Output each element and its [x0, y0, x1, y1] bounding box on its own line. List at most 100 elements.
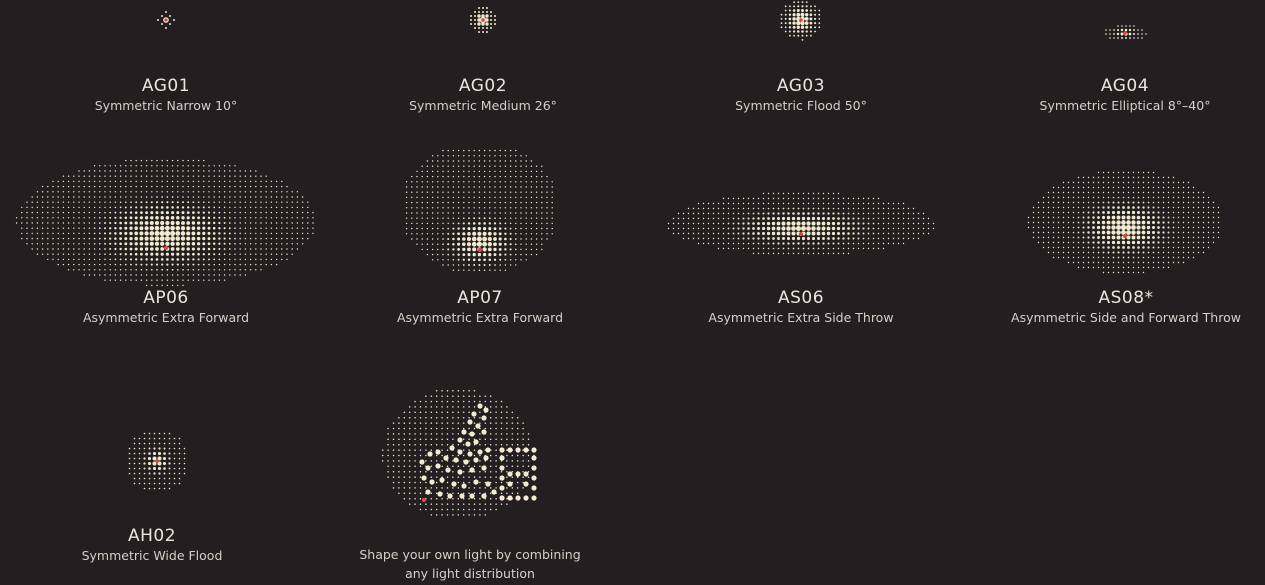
- light-dot: [143, 487, 146, 490]
- light-dot: [747, 232, 750, 235]
- light-dot: [452, 207, 455, 209]
- light-dot: [457, 222, 460, 225]
- light-dot: [514, 243, 517, 246]
- light-dot: [483, 186, 486, 188]
- light-dot: [93, 258, 96, 261]
- light-dot: [1047, 251, 1050, 254]
- light-dot: [802, 242, 805, 245]
- light-dot: [473, 449, 476, 451]
- light-dot: [239, 201, 241, 203]
- light-dot: [1057, 231, 1060, 234]
- light-dot: [717, 242, 720, 245]
- light-dot: [1112, 251, 1115, 254]
- light-dot: [1082, 251, 1085, 254]
- light-dot: [171, 211, 175, 215]
- light-dot: [1172, 206, 1175, 209]
- light-dot: [1077, 186, 1080, 189]
- light-dot: [437, 196, 439, 199]
- light-dot: [197, 263, 200, 266]
- light-dot: [405, 233, 408, 235]
- light-dot: [499, 455, 505, 461]
- light-dot: [130, 274, 132, 276]
- light-dot: [161, 268, 164, 271]
- light-dot: [789, 5, 791, 8]
- light-dot: [897, 212, 900, 215]
- light-dot: [156, 165, 158, 167]
- light-dot: [155, 252, 159, 256]
- light-dot: [477, 449, 483, 455]
- light-dot: [430, 422, 433, 424]
- light-dot: [296, 196, 299, 198]
- light-dot: [522, 460, 524, 462]
- light-dot: [187, 201, 190, 204]
- light-dot: [787, 212, 790, 215]
- light-dot: [782, 202, 785, 205]
- light-dot: [168, 437, 171, 440]
- light-dot: [175, 220, 180, 226]
- light-dot: [801, 221, 806, 226]
- light-dot: [431, 248, 434, 251]
- light-dot: [457, 508, 460, 511]
- light-dot: [57, 258, 59, 261]
- light-dot: [522, 476, 524, 478]
- light-dot: [762, 237, 765, 240]
- light-dot: [36, 196, 39, 198]
- light-dot: [867, 242, 870, 245]
- light-dot: [234, 274, 236, 276]
- light-dot: [1077, 176, 1080, 179]
- light-dot: [535, 170, 538, 173]
- light-dot: [78, 237, 80, 240]
- light-dot: [41, 227, 44, 229]
- light-dot: [47, 211, 49, 214]
- light-dot: [772, 207, 775, 210]
- light-dot: [168, 432, 171, 435]
- light-dot: [191, 226, 196, 231]
- light-dot: [435, 508, 438, 511]
- light-dot: [446, 438, 449, 441]
- light-dot: [416, 170, 418, 173]
- light-dot: [515, 207, 517, 209]
- light-dot: [882, 217, 885, 220]
- light-dot: [446, 433, 449, 435]
- light-dot: [499, 201, 501, 204]
- light-dot: [47, 191, 49, 193]
- light-dot: [296, 227, 299, 229]
- light-dot: [784, 26, 787, 29]
- light-dot: [124, 263, 127, 266]
- light-dot: [234, 206, 236, 209]
- light-dot: [1197, 236, 1200, 239]
- light-dot: [482, 31, 484, 33]
- light-dot: [228, 242, 231, 245]
- light-dot: [826, 226, 831, 231]
- light-dot: [155, 211, 159, 215]
- light-dot: [140, 274, 143, 276]
- light-dot: [504, 201, 507, 204]
- light-dot: [483, 407, 489, 413]
- light-dot: [551, 217, 553, 219]
- light-dot: [772, 237, 775, 240]
- light-dot: [1146, 215, 1151, 220]
- light-dot: [499, 196, 501, 199]
- light-dot: [411, 181, 413, 183]
- light-dot: [421, 238, 423, 240]
- light-dot: [178, 457, 181, 460]
- light-dot: [286, 237, 288, 240]
- light-dot: [403, 422, 406, 424]
- light-dot: [176, 211, 180, 215]
- light-dot: [1092, 251, 1095, 254]
- light-dot: [506, 406, 508, 408]
- light-dot: [887, 232, 890, 235]
- light-dot: [816, 226, 821, 231]
- light-dot: [489, 269, 491, 271]
- light-dot: [52, 180, 54, 183]
- light-dot: [692, 212, 695, 215]
- light-dot: [837, 202, 840, 205]
- light-dot: [500, 438, 503, 441]
- light-dot: [1057, 251, 1060, 254]
- light-dot: [494, 269, 496, 271]
- light-dot: [447, 227, 450, 230]
- light-dot: [281, 253, 283, 255]
- light-dot: [1126, 220, 1131, 225]
- light-dot: [546, 175, 548, 178]
- light-pattern-as08: [1027, 171, 1220, 274]
